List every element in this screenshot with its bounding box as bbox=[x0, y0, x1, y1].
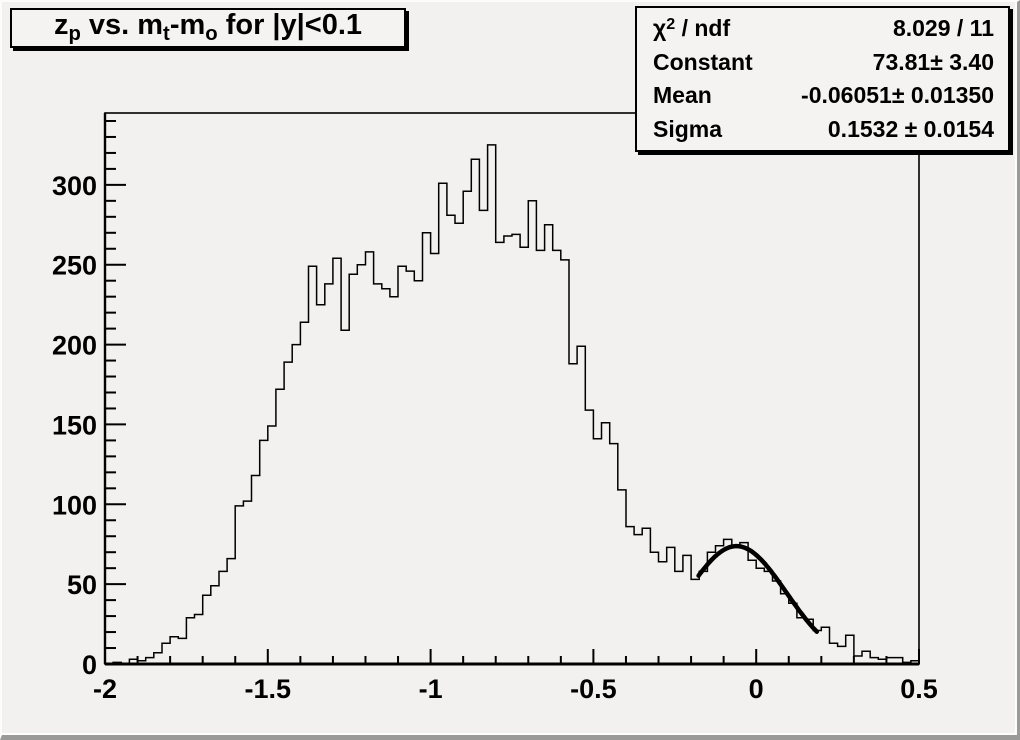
superscript-text: 2 bbox=[666, 15, 676, 34]
x-tick-label: -0.5 bbox=[570, 674, 617, 704]
gaussian-fit-curve bbox=[696, 543, 820, 634]
plain-text: Mean bbox=[653, 82, 712, 109]
y-tick-label: 250 bbox=[52, 251, 97, 281]
stats-value-constant: 73.81± 3.40 bbox=[872, 48, 994, 75]
stats-box: χ2 / ndf 8.029 / 11 Constant 73.81± 3.40… bbox=[635, 6, 1010, 152]
plain-text: vs. m bbox=[80, 9, 164, 42]
y-tick-label: 0 bbox=[82, 650, 97, 680]
subscript-text: t bbox=[163, 23, 170, 46]
stats-label-mean: Mean bbox=[653, 82, 712, 109]
plain-text: / ndf bbox=[675, 15, 731, 42]
stats-label-chi2: χ2 / ndf bbox=[653, 15, 730, 42]
stats-row-chi2: χ2 / ndf 8.029 / 11 bbox=[637, 15, 1008, 42]
plot-title-box: zp vs. mt-mo for |y|<0.1 bbox=[10, 8, 406, 48]
stats-row-constant: Constant 73.81± 3.40 bbox=[637, 49, 1008, 76]
x-tick-label: 0.5 bbox=[900, 674, 938, 704]
y-tick-label: 200 bbox=[52, 331, 97, 361]
x-tick-label: 0 bbox=[749, 674, 764, 704]
plain-text: χ bbox=[653, 15, 667, 42]
x-tick-label: -1.5 bbox=[245, 674, 292, 704]
stats-label-constant: Constant bbox=[653, 49, 753, 76]
y-tick-label: 150 bbox=[52, 410, 97, 440]
y-tick-label: 50 bbox=[67, 570, 97, 600]
subscript-text: p bbox=[68, 23, 81, 46]
histogram-outline bbox=[105, 144, 920, 665]
x-tick-label: -1 bbox=[419, 674, 443, 704]
plain-text: Sigma bbox=[653, 115, 723, 142]
plot-title: zp vs. mt-mo for |y|<0.1 bbox=[54, 9, 362, 46]
stats-row-mean: Mean -0.06051± 0.01350 bbox=[637, 82, 1008, 109]
plain-text: Constant bbox=[653, 48, 753, 75]
stats-value-sigma: 0.1532 ± 0.0154 bbox=[827, 115, 994, 142]
plot-frame bbox=[104, 112, 920, 665]
plain-text: z bbox=[53, 9, 69, 42]
stats-value-chi2: 8.029 / 11 bbox=[892, 15, 994, 42]
stats-value-mean: -0.06051± 0.01350 bbox=[801, 82, 994, 109]
plain-text: for |y|<0.1 bbox=[217, 9, 363, 42]
y-tick-label: 100 bbox=[52, 490, 97, 520]
stats-row-sigma: Sigma 0.1532 ± 0.0154 bbox=[637, 116, 1008, 143]
subscript-text: o bbox=[205, 23, 218, 46]
y-tick-label: 300 bbox=[52, 171, 97, 201]
x-tick-label: -2 bbox=[93, 674, 117, 704]
plain-text: -m bbox=[169, 9, 206, 42]
stats-label-sigma: Sigma bbox=[653, 116, 722, 143]
